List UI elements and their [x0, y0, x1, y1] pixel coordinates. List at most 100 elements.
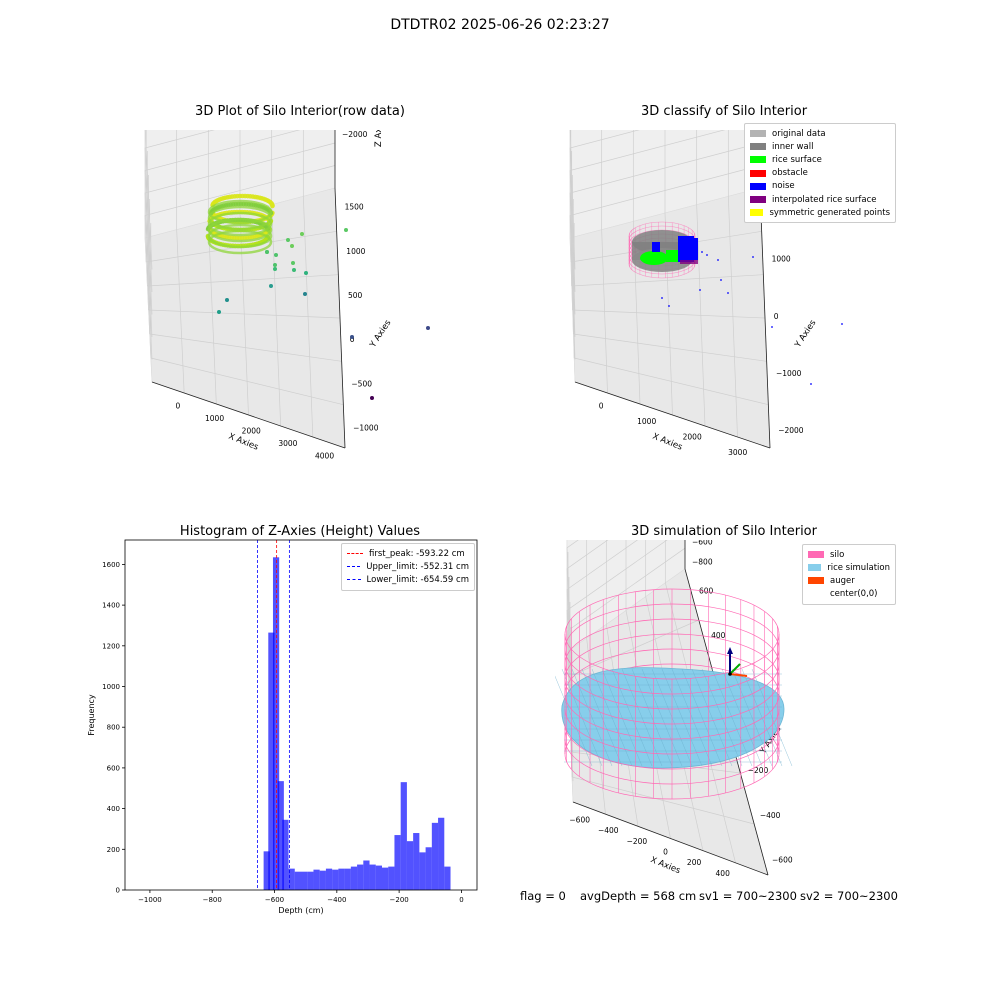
- raw-point-band: [207, 223, 273, 249]
- legend-line-sample: [347, 566, 361, 568]
- raw-point-band: [207, 229, 273, 255]
- flag-text: flag = 0: [520, 889, 566, 903]
- grid-line: [144, 130, 153, 270]
- simulation-legend-item: silo: [808, 548, 890, 561]
- raw-point: [270, 202, 275, 208]
- plot-frame: [124, 539, 478, 891]
- x-tick-label: 0: [459, 896, 463, 904]
- histogram-bar: [381, 867, 389, 890]
- grid-line: [566, 540, 579, 698]
- y-tick-label: 1000: [102, 683, 120, 691]
- axis-gizmo-z-head: [727, 647, 733, 654]
- grid-line: [144, 130, 215, 293]
- raw-x-tick: 2000: [242, 427, 261, 436]
- noise-point: [706, 254, 708, 256]
- noise-cloud: [690, 238, 698, 260]
- legend-label: Upper_limit: -552.31 cm: [366, 561, 469, 572]
- raw-x-tick: 1000: [205, 414, 224, 423]
- cls-y-label: Y Axies: [793, 318, 819, 351]
- raw-y-tick: 1000: [346, 247, 365, 256]
- legend-line-sample: [347, 553, 363, 555]
- noise-point: [717, 259, 719, 261]
- histogram-bar: [313, 869, 320, 890]
- cls-y-tick: 0: [774, 312, 779, 321]
- raw-y-label: Y Axies: [368, 318, 394, 351]
- x-axis-line: [151, 381, 346, 449]
- cls-y-tick: 1000: [772, 255, 791, 264]
- histogram-bar: [438, 817, 445, 890]
- rice-surface-cloud: [640, 251, 668, 265]
- grid-line: [566, 540, 609, 719]
- histogram-bar: [400, 782, 407, 890]
- histogram-bar: [406, 841, 414, 890]
- axis-gizmo-y: [729, 663, 741, 675]
- rice-surface-cloud: [666, 250, 680, 262]
- raw-y-tick: 1500: [345, 203, 364, 212]
- figure-title: DTDTR02 2025-06-26 02:23:27: [390, 17, 610, 33]
- legend-label: interpolated rice surface: [772, 194, 877, 205]
- histogram-bar: [344, 868, 351, 890]
- noise-point: [771, 326, 773, 328]
- cls-x-tick: 3000: [728, 448, 747, 457]
- raw-point: [225, 298, 229, 302]
- rice-simulation-surface: [561, 667, 785, 769]
- raw-point: [274, 253, 278, 257]
- sim-x-tick: 400: [716, 869, 731, 878]
- legend-label: inner wall: [772, 141, 814, 152]
- histogram-bar: [263, 851, 270, 890]
- legend-label: Lower_limit: -654.59 cm: [366, 574, 469, 585]
- noise-point: [661, 297, 663, 299]
- x-tick-label: −400: [327, 896, 346, 904]
- simulation-legend-item: rice simulation: [808, 561, 890, 574]
- simulation-legend-item: center(0,0): [808, 588, 890, 601]
- raw-point: [286, 238, 290, 242]
- histogram-bar: [431, 822, 439, 890]
- y-tick-label: 200: [107, 846, 120, 854]
- legend-label: center(0,0): [830, 589, 878, 600]
- noise-point: [727, 292, 729, 294]
- raw-z-tick: −2000: [342, 130, 368, 139]
- legend-swatch: [808, 551, 824, 559]
- legend-swatch: [750, 209, 764, 217]
- y-axis-line: [759, 187, 771, 449]
- x-tick-label: −200: [390, 896, 409, 904]
- histogram-bar: [394, 835, 401, 890]
- raw-point: [273, 263, 277, 267]
- legend-swatch: [808, 564, 822, 572]
- histogram-legend: first_peak: -593.22 cm Upper_limit: -552.…: [341, 543, 475, 591]
- sim-y-tick: 400: [711, 631, 726, 640]
- classify-3d-plot: 0100020003000200010000−1000−20000000−100…: [569, 130, 843, 457]
- histogram-bar: [388, 866, 395, 890]
- raw-point: [300, 232, 304, 236]
- histogram-chart: −1000 −800 −600 −400 −200 0 0 200 400 600 800 1000 1…: [87, 539, 478, 915]
- legend-swatch: [808, 577, 824, 585]
- histogram-bar: [294, 871, 301, 890]
- y-tick-label: 600: [107, 764, 120, 772]
- classify-legend-item: noise: [750, 180, 890, 193]
- raw-point: [344, 228, 348, 232]
- histogram-bar: [338, 868, 345, 890]
- x-axis-line: [572, 801, 769, 876]
- histogram-bar: [425, 847, 432, 890]
- histogram-bar: [413, 833, 420, 890]
- legend-label: rice simulation: [827, 562, 890, 573]
- histogram-legend-item: first_peak: -593.22 cm: [347, 547, 469, 560]
- classify-legend-item: inner wall: [750, 140, 890, 153]
- cls-y-tick: −1000: [776, 369, 802, 378]
- sim-y-tick: −400: [760, 811, 781, 820]
- raw-point: [350, 335, 354, 339]
- raw-point: [273, 267, 277, 271]
- avg-depth-text: avgDepth = 568 cm: [580, 889, 697, 903]
- histogram-bar: [332, 869, 339, 890]
- sim-x-label: X Axies: [649, 855, 682, 876]
- raw-y-tick: −1000: [353, 424, 379, 433]
- simulation-legend-item: auger: [808, 574, 890, 587]
- histogram-bar: [350, 866, 358, 890]
- classify-plot-title: 3D classify of Silo Interior: [640, 104, 808, 119]
- x-tick-label: −1000: [138, 896, 162, 904]
- histogram-title: Histogram of Z-Axies (Height) Values: [179, 524, 421, 539]
- legend-label: symmetric generated points: [769, 207, 890, 218]
- legend-label: rice surface: [772, 154, 822, 165]
- raw-point: [291, 261, 295, 265]
- cls-x-tick: 0: [599, 402, 604, 411]
